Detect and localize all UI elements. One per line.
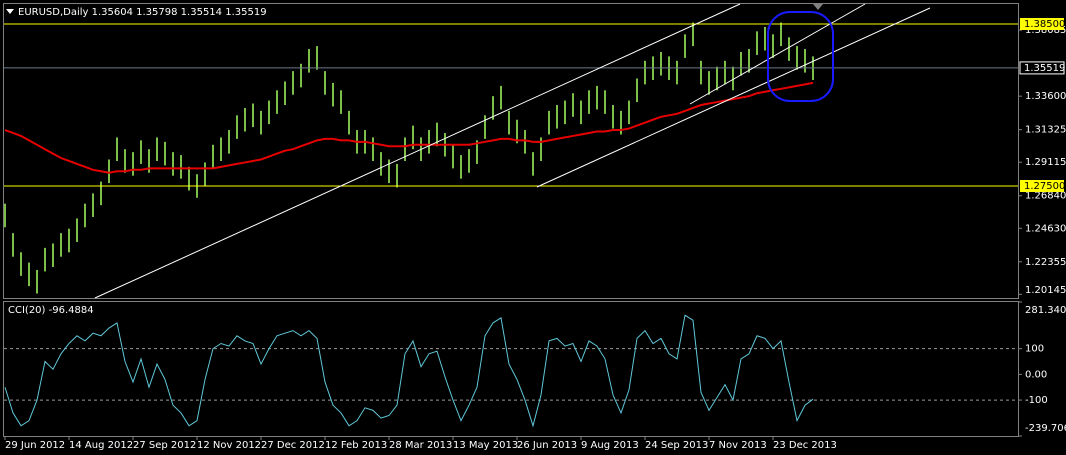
highlight-ellipse [767, 11, 834, 102]
trend-line [94, 3, 741, 299]
y-tick-label: 0.00 [1025, 369, 1047, 380]
x-tick-label: 29 Jun 2012 [5, 440, 65, 451]
x-tick-label: 28 Mar 2013 [389, 440, 452, 451]
y-tick-label: 1.24630 [1025, 223, 1066, 234]
x-tick-label: 27 Sep 2012 [133, 440, 196, 451]
y-tick-label: 1.29115 [1025, 157, 1066, 168]
level-label: 1.27500 [1024, 181, 1065, 192]
current-price-label: 1.35519 [1024, 63, 1065, 74]
x-tick-label: 7 Nov 2013 [709, 440, 767, 451]
level-label-box [1020, 180, 1064, 193]
y-tick-label: -239.7069 [1025, 423, 1066, 434]
y-tick-label: 1.38085 [1025, 25, 1066, 36]
x-tick-label: 13 May 2013 [453, 440, 518, 451]
x-tick-label: 12 Nov 2012 [197, 440, 261, 451]
y-tick-label: 1.31325 [1025, 125, 1066, 136]
x-tick-label: 24 Sep 2013 [645, 440, 708, 451]
y-tick-label: 1.26840 [1025, 191, 1066, 202]
cci-panel-frame [3, 301, 1019, 437]
menu-arrow [6, 9, 14, 14]
y-tick-label: 1.22355 [1025, 257, 1066, 268]
x-tick-label: 14 Aug 2012 [69, 440, 133, 451]
cci-line [4, 314, 814, 428]
trend-line [536, 7, 931, 188]
level-label: 1.38500 [1024, 19, 1065, 30]
y-tick-label: -100 [1025, 395, 1048, 406]
trend-line [689, 3, 866, 105]
y-tick-label: 100 [1025, 344, 1044, 355]
shift-marker [813, 4, 823, 10]
y-tick-label: 1.33600 [1025, 91, 1066, 102]
moving-average [4, 81, 814, 174]
current-price-box [1019, 61, 1065, 75]
x-tick-label: 9 Aug 2013 [581, 440, 639, 451]
plot: 1.38085 1.33600 1.31325 1.29115 1.26840 1.246… [4, 18, 1066, 451]
x-tick-label: 26 Jun 2013 [517, 440, 577, 451]
y-tick-label: 281.3404 [1025, 305, 1066, 316]
chart-title: EURUSD,Daily 1.35604 1.35798 1.35514 1.3… [18, 7, 267, 18]
y-tick-label: 1.20145 [1025, 285, 1066, 296]
indicator-title: CCI(20) -96.4884 [8, 305, 94, 316]
price-panel-frame [3, 3, 1019, 299]
level-label-box [1020, 18, 1064, 31]
x-tick-label: 27 Dec 2012 [261, 440, 325, 451]
x-tick-label: 12 Feb 2013 [325, 440, 387, 451]
x-tick-label: 23 Dec 2013 [773, 440, 837, 451]
